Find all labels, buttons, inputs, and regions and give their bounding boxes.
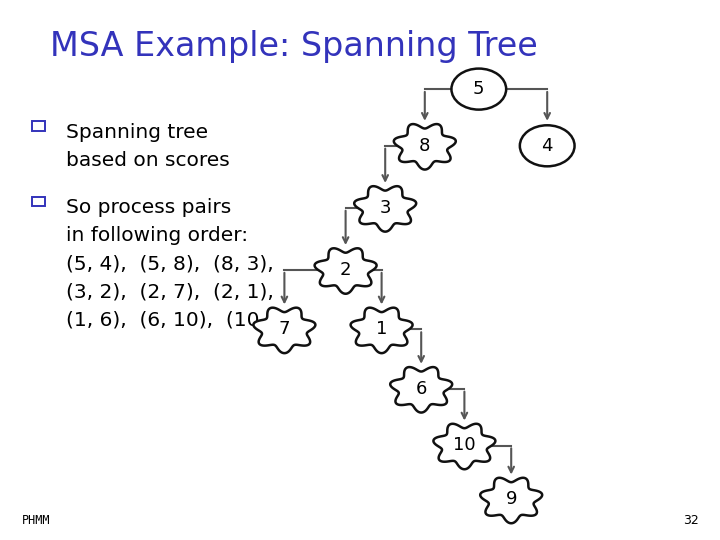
Text: Spanning tree: Spanning tree bbox=[66, 123, 208, 141]
PathPatch shape bbox=[253, 308, 315, 353]
Text: 5: 5 bbox=[473, 80, 485, 98]
Text: 8: 8 bbox=[419, 137, 431, 155]
PathPatch shape bbox=[480, 478, 542, 523]
Circle shape bbox=[520, 125, 575, 166]
PathPatch shape bbox=[433, 424, 495, 469]
Text: MSA Example: Spanning Tree: MSA Example: Spanning Tree bbox=[50, 30, 538, 63]
FancyBboxPatch shape bbox=[32, 121, 45, 131]
Text: PHMM: PHMM bbox=[22, 514, 50, 526]
Text: 10: 10 bbox=[453, 436, 476, 455]
PathPatch shape bbox=[351, 308, 413, 353]
Text: 3: 3 bbox=[379, 199, 391, 217]
PathPatch shape bbox=[354, 186, 416, 232]
Text: 9: 9 bbox=[505, 490, 517, 509]
Text: 32: 32 bbox=[683, 514, 698, 526]
Text: (5, 4),  (5, 8),  (8, 3),: (5, 4), (5, 8), (8, 3), bbox=[66, 254, 274, 273]
Text: (3, 2),  (2, 7),  (2, 1),: (3, 2), (2, 7), (2, 1), bbox=[66, 282, 274, 301]
PathPatch shape bbox=[390, 367, 452, 413]
FancyBboxPatch shape bbox=[32, 197, 45, 206]
PathPatch shape bbox=[315, 248, 377, 294]
Circle shape bbox=[451, 69, 506, 110]
Text: 6: 6 bbox=[415, 380, 427, 398]
Text: So process pairs: So process pairs bbox=[66, 198, 232, 217]
PathPatch shape bbox=[394, 124, 456, 170]
Text: 2: 2 bbox=[340, 261, 351, 279]
Text: 4: 4 bbox=[541, 137, 553, 155]
Text: 1: 1 bbox=[376, 320, 387, 339]
Text: (1, 6),  (6, 10),  (10, 9): (1, 6), (6, 10), (10, 9) bbox=[66, 310, 293, 329]
Text: based on scores: based on scores bbox=[66, 151, 230, 170]
Text: in following order:: in following order: bbox=[66, 226, 248, 245]
Text: 7: 7 bbox=[279, 320, 290, 339]
